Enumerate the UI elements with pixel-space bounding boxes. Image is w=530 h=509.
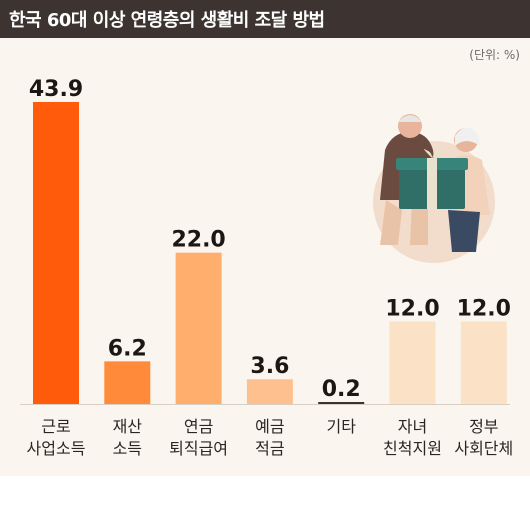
- category-label-line: 소득: [113, 439, 142, 458]
- value-labels-layer: 43.9 6.2 22.0 3.6 0.2 12.0 12.0: [29, 77, 511, 402]
- value-label-2: 22.0: [171, 228, 225, 253]
- bar-5: [389, 321, 436, 404]
- category-label-line: 적금: [255, 439, 284, 458]
- category-label-line: 연금: [184, 417, 213, 436]
- value-label-6: 12.0: [457, 296, 511, 321]
- category-label-line: 자녀: [398, 417, 427, 436]
- category-label-line: 친척지원: [383, 439, 442, 458]
- category-label-line: 기타: [326, 417, 356, 436]
- value-label-1: 6.2: [108, 336, 147, 361]
- bar-1: [104, 361, 151, 404]
- value-label-4: 0.2: [322, 377, 361, 402]
- category-label-line: 정부: [469, 417, 498, 436]
- bar-3: [246, 379, 293, 404]
- value-label-3: 3.6: [250, 354, 289, 379]
- category-label-line: 근로: [41, 417, 70, 436]
- category-label-line: 사회단체: [454, 439, 513, 458]
- category-label-line: 사업소득: [27, 439, 86, 458]
- bar-2: [175, 252, 222, 404]
- gift-box: [396, 149, 468, 209]
- category-label-line: 재산: [113, 417, 143, 436]
- chart-title: 한국 60대 이상 연령층의 생활비 조달 방법: [9, 10, 325, 31]
- category-label-4: 기타: [326, 417, 356, 436]
- bar-6: [460, 321, 507, 404]
- bottom-band: [0, 476, 530, 509]
- unit-note: (단위: %): [469, 48, 520, 62]
- bar-0: [33, 102, 79, 404]
- bars-layer: [20, 102, 510, 405]
- elderly-couple-gift-illustration: [373, 114, 495, 263]
- value-label-0: 43.9: [29, 77, 83, 102]
- category-label-line: 퇴직급여: [169, 439, 228, 458]
- value-label-5: 12.0: [385, 296, 439, 321]
- category-label-line: 예금: [255, 417, 284, 436]
- bar-4: [318, 402, 365, 404]
- chart-header: 한국 60대 이상 연령층의 생활비 조달 방법: [0, 0, 530, 38]
